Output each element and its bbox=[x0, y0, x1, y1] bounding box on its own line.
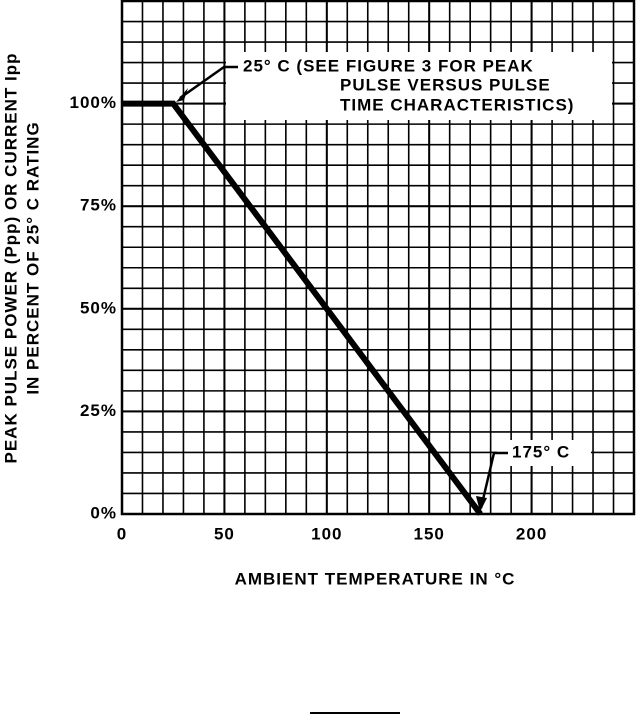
data-line bbox=[122, 100, 483, 516]
leader-line bbox=[479, 451, 508, 509]
y-tick-label: 0% bbox=[90, 503, 117, 522]
x-tick-label: 150 bbox=[414, 524, 445, 543]
annotation-text: TIME CHARACTERISTICS) bbox=[340, 95, 574, 114]
x-tick-label: 0 bbox=[117, 524, 127, 543]
annotation-box bbox=[497, 440, 591, 466]
y-tick-label: 50% bbox=[80, 298, 117, 317]
annotation-box bbox=[226, 52, 612, 120]
leader-arrow bbox=[176, 88, 188, 102]
x-tick-label: 200 bbox=[516, 524, 547, 543]
annotation-text: 175° C bbox=[512, 442, 570, 461]
x-tick-label: 50 bbox=[214, 524, 235, 543]
annotation-text: PULSE VERSUS PULSE bbox=[340, 75, 551, 94]
y-axis-label: PEAK PULSE POWER (Ppp) OR CURRENT Ipp bbox=[1, 53, 20, 464]
y-axis-label: IN PERCENT OF 25° C RATING bbox=[23, 121, 42, 394]
y-tick-label: 100% bbox=[70, 93, 117, 112]
leader-arrow bbox=[476, 496, 487, 512]
leader-line bbox=[179, 65, 238, 100]
y-tick-label: 25% bbox=[80, 401, 117, 420]
x-tick-label: 100 bbox=[311, 524, 342, 543]
y-tick-label: 75% bbox=[80, 196, 117, 215]
x-axis-label: AMBIENT TEMPERATURE IN °C bbox=[235, 569, 516, 588]
annotation-text: 25° C (SEE FIGURE 3 FOR PEAK bbox=[243, 56, 534, 75]
